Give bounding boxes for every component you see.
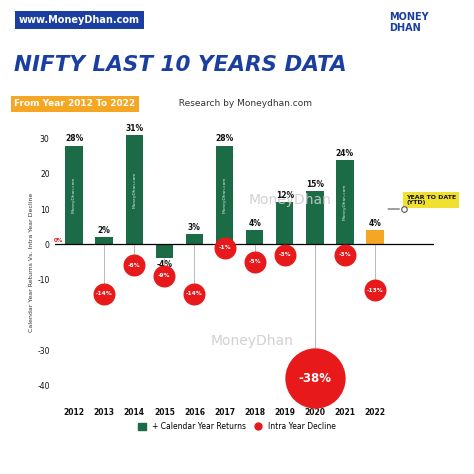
Point (371, 286, 379, 294)
Text: 3%: 3% (188, 223, 201, 232)
Bar (216, 146, 233, 244)
Text: 28%: 28% (215, 135, 234, 144)
Text: -6%: -6% (128, 263, 141, 268)
Bar (126, 135, 143, 244)
Point (311, 374, 319, 382)
Text: www.MoneyDhan.com: www.MoneyDhan.com (19, 15, 140, 25)
Point (251, 258, 258, 266)
Text: -14%: -14% (96, 291, 112, 296)
Text: -9%: -9% (158, 273, 171, 279)
Text: -3%: -3% (278, 252, 291, 257)
Text: -1%: -1% (218, 245, 231, 250)
Bar (276, 202, 293, 244)
Point (130, 262, 138, 269)
Text: -4%: -4% (156, 261, 173, 270)
Bar (155, 244, 173, 258)
Bar (246, 230, 264, 244)
Text: 2%: 2% (98, 226, 110, 235)
Text: -13%: -13% (367, 288, 383, 292)
Text: MoneyDhan.com: MoneyDhan.com (132, 172, 136, 208)
Text: MONEY
DHAN: MONEY DHAN (389, 12, 428, 33)
Bar (186, 234, 203, 244)
Y-axis label: Calendar Year Returns Vs. Intra Year Decline: Calendar Year Returns Vs. Intra Year Dec… (29, 192, 35, 331)
Text: YEAR TO DATE
(YTD): YEAR TO DATE (YTD) (406, 195, 456, 206)
Text: 12%: 12% (276, 191, 294, 200)
Text: 31%: 31% (125, 124, 143, 133)
Bar (65, 146, 83, 244)
Point (161, 272, 168, 280)
Text: -5%: -5% (248, 259, 261, 264)
Text: Research by Moneydhan.com: Research by Moneydhan.com (173, 100, 312, 108)
Text: 15%: 15% (306, 180, 324, 189)
Point (281, 251, 289, 259)
Text: 24%: 24% (336, 148, 354, 157)
Point (341, 251, 349, 259)
Text: MoneyDhan.com: MoneyDhan.com (72, 177, 76, 213)
Text: From Year 2012 To 2022: From Year 2012 To 2022 (14, 100, 136, 108)
Text: -14%: -14% (186, 291, 203, 296)
Text: 4%: 4% (248, 219, 261, 228)
Bar (336, 160, 354, 244)
Bar (95, 237, 113, 244)
Point (221, 244, 228, 252)
Text: MoneyDhan.com: MoneyDhan.com (223, 177, 227, 213)
Bar (306, 191, 324, 244)
Text: 28%: 28% (65, 135, 83, 144)
Text: MoneyDhan: MoneyDhan (210, 334, 293, 348)
Point (191, 290, 198, 297)
Legend: + Calendar Year Returns, Intra Year Decline: + Calendar Year Returns, Intra Year Decl… (136, 419, 338, 434)
Text: -3%: -3% (338, 252, 351, 257)
Text: NIFTY LAST 10 YEARS DATA: NIFTY LAST 10 YEARS DATA (14, 55, 347, 74)
Text: MoneyDhan: MoneyDhan (248, 193, 331, 207)
Text: 0%: 0% (54, 238, 63, 243)
Bar (366, 230, 384, 244)
Text: 4%: 4% (369, 219, 382, 228)
Text: -38%: -38% (298, 372, 331, 385)
Point (100, 290, 108, 297)
Text: MoneyDhan.com: MoneyDhan.com (343, 184, 347, 220)
